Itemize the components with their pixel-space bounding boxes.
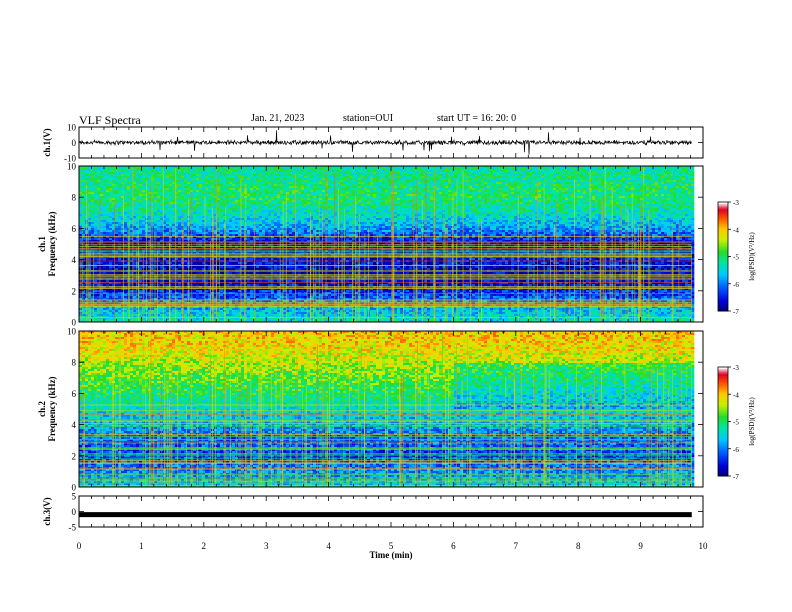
y-tick-label: 0 [72, 318, 77, 328]
y-tick-label: 0 [72, 507, 77, 517]
y-tick-label: 4 [72, 420, 77, 430]
colorbar-tick-label: -7 [733, 473, 739, 481]
y-tick-label: 8 [72, 358, 77, 368]
y-tick-label: 2 [72, 286, 77, 296]
waveform-line [78, 130, 692, 155]
colorbar-tick-label: -5 [733, 419, 739, 427]
y-tick-label: -5 [69, 523, 77, 533]
y-tick-label: 10 [67, 162, 77, 172]
y-axis-label: ch.1(V) [42, 128, 52, 156]
station-label: station=OUI [343, 113, 393, 124]
x-tick-label: 5 [389, 541, 394, 551]
y-axis-label: ch.2Frequency (kHz) [37, 376, 57, 441]
x-tick-label: 3 [264, 541, 269, 551]
colorbar-tick-label: -4 [733, 391, 739, 399]
x-tick-label: 4 [326, 541, 331, 551]
x-axis: 0 1 2 3 4 5 6 7 8 9 10 Time (min) [77, 541, 708, 560]
y-tick-label: 10 [67, 123, 77, 133]
x-tick-label: 8 [576, 541, 581, 551]
colorbar: -3 -4 -5 -6 -7 log(PSD)(V²/Hz) [717, 199, 756, 316]
chart-title: VLF Spectra [79, 113, 141, 128]
colorbar-tick-label: -4 [733, 226, 739, 234]
ch2-spectrogram-panel: 10 8 6 4 2 0 ch.2Frequency (kHz) -3 -4 -5 -6 -7 log(… [37, 327, 756, 493]
colorbar-label: log(PSD)(V²/Hz) [748, 232, 756, 281]
y-tick-label: 6 [72, 389, 77, 399]
x-tick-label: 2 [202, 541, 207, 551]
start-time-label: start UT = 16: 20: 0 [437, 113, 516, 124]
date-label: Jan. 21, 2023 [251, 113, 304, 124]
colorbar: -3 -4 -5 -6 -7 log(PSD)(V²/Hz) [717, 364, 756, 481]
colorbar-tick-label: -6 [733, 446, 739, 454]
ch1-waveform-panel: 10 0 -10 ch.1(V) [42, 123, 704, 164]
y-axis-label: ch.1Frequency (kHz) [37, 211, 57, 276]
x-tick-label: 7 [514, 541, 519, 551]
colorbar-tick-label: -5 [733, 254, 739, 262]
x-tick-label: 1 [139, 541, 144, 551]
y-tick-label: 2 [72, 451, 77, 461]
y-tick-label: 6 [72, 224, 77, 234]
colorbar-tick-label: -6 [733, 281, 739, 289]
ch3-waveform-panel: 5 0 -5 ch.3(V) [42, 492, 704, 533]
colorbar-tick-label: -3 [733, 364, 739, 372]
spectrogram-cells [79, 166, 695, 323]
colorbar-tick-label: -7 [733, 308, 739, 316]
colorbar-tick-label: -3 [733, 199, 739, 207]
x-tick-label: 6 [451, 541, 456, 551]
x-tick-label: 0 [77, 541, 82, 551]
y-tick-label: 4 [72, 255, 77, 265]
colorbar-label: log(PSD)(V²/Hz) [748, 397, 756, 446]
x-tick-label: 9 [638, 541, 643, 551]
x-axis-label: Time (min) [369, 550, 412, 560]
y-tick-label: 10 [67, 327, 77, 337]
y-axis-label: ch.3(V) [42, 497, 52, 525]
x-tick-label: 10 [699, 541, 709, 551]
ch1-spectrogram-panel: 10 8 6 4 2 0 ch.1Frequency (kHz) -3 -4 -5 -6 -7 log(… [37, 162, 756, 328]
y-tick-label: 0 [72, 483, 77, 493]
y-tick-label: -10 [64, 154, 76, 164]
y-tick-label: 5 [72, 492, 77, 502]
y-tick-label: 8 [72, 193, 77, 203]
y-tick-label: 0 [72, 138, 77, 148]
